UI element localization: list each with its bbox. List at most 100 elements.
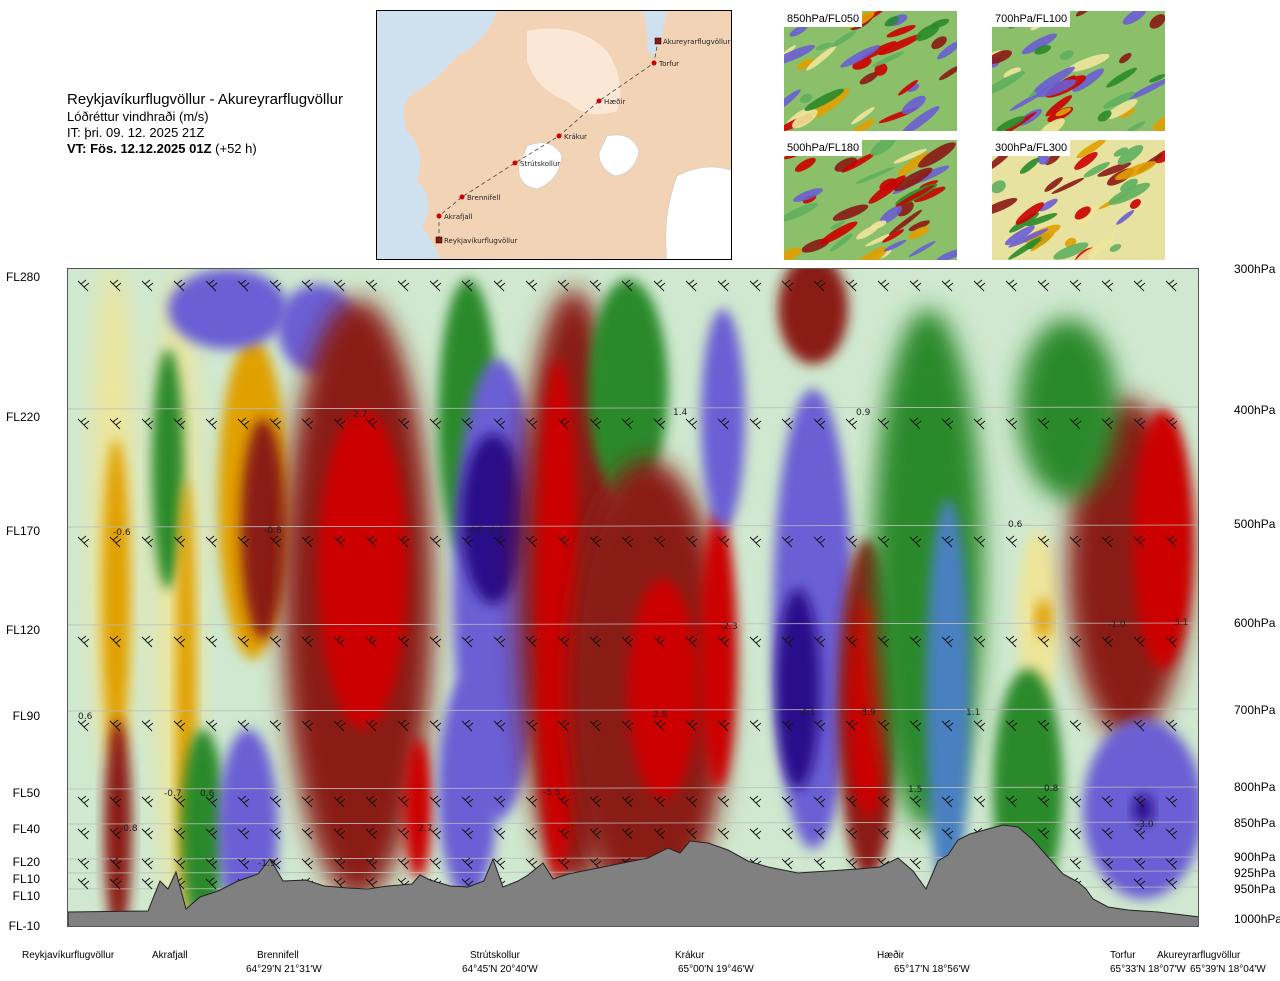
station-strutskollur-coord: 64°45'N 20°40'W bbox=[462, 964, 538, 975]
wind-barb bbox=[813, 635, 826, 648]
map-point-marker bbox=[651, 60, 657, 66]
wind-barb bbox=[493, 635, 506, 648]
thumb-field-patch bbox=[820, 221, 858, 245]
thumb-field-patch bbox=[1076, 140, 1107, 159]
wind-barb bbox=[621, 279, 634, 292]
wind-barb bbox=[77, 279, 90, 292]
thumb-field-patch bbox=[1116, 210, 1135, 225]
variable-title: Lóðréttur vindhraði (m/s) bbox=[67, 109, 209, 124]
wind-barb bbox=[877, 279, 890, 292]
wind-barb bbox=[205, 827, 218, 840]
wind-barb bbox=[77, 827, 90, 840]
map-point-marker bbox=[436, 213, 442, 219]
thumb-field-patch bbox=[799, 93, 813, 104]
map-point-label: Brennifell bbox=[467, 194, 500, 202]
wind-barb bbox=[397, 795, 410, 808]
isobar-line bbox=[68, 821, 1198, 825]
value-label: -1.0 bbox=[1108, 620, 1126, 630]
wind-barb bbox=[173, 417, 186, 430]
wind-barb bbox=[1165, 635, 1178, 648]
wind-barb bbox=[1197, 721, 1198, 722]
wind-barb bbox=[653, 795, 666, 808]
thumb-field-patch bbox=[1008, 228, 1049, 248]
wind-barb bbox=[301, 535, 314, 548]
wind-barb bbox=[301, 719, 314, 732]
map-point-label: Reykjavíkurflugvöllur bbox=[444, 237, 518, 245]
thumb-field-patch bbox=[886, 25, 916, 38]
wind-barb bbox=[109, 877, 122, 890]
wind-barb bbox=[973, 279, 986, 292]
wind-barb bbox=[109, 635, 122, 648]
wind-barb bbox=[877, 635, 890, 648]
wind-barb bbox=[557, 535, 570, 548]
wind-barb bbox=[173, 719, 186, 732]
thumb-field-patch bbox=[1059, 50, 1074, 60]
wind-barb bbox=[589, 857, 602, 870]
wind-barb bbox=[237, 857, 250, 870]
pressure-label: 925hPa bbox=[1234, 866, 1276, 880]
wind-barb bbox=[1197, 829, 1198, 830]
wind-barb bbox=[429, 827, 442, 840]
thumb-field-patch bbox=[1008, 236, 1042, 260]
wind-barb bbox=[493, 279, 506, 292]
wind-barb bbox=[781, 719, 794, 732]
wind-barb bbox=[365, 635, 378, 648]
thumbnail-700hpa-image bbox=[992, 11, 1165, 131]
thumb-field-patch bbox=[840, 45, 880, 68]
wind-barb bbox=[1037, 827, 1050, 840]
thumb-field-patch bbox=[1105, 99, 1138, 120]
cross-section-plot[interactable]: 2.7 1.4 0.9 -0.6 -0.8 -4.5 -4.4 0.6 -2.3 -1.0 3.1 0… bbox=[67, 268, 1199, 927]
wind-barb bbox=[493, 857, 506, 870]
wind-barb bbox=[909, 795, 922, 808]
wind-barb bbox=[877, 827, 890, 840]
wind-barb bbox=[621, 719, 634, 732]
map-point-marker bbox=[459, 194, 465, 200]
wind-barb bbox=[781, 827, 794, 840]
thumb-field-patch bbox=[1072, 68, 1104, 92]
thumbnail-700hpa[interactable]: 700hPa/FL100 bbox=[992, 11, 1165, 131]
wind-barb bbox=[269, 827, 282, 840]
route-map[interactable]: Akureyrarflugvöllur Torfur Hæðir Krákur Strú… bbox=[376, 10, 732, 260]
value-label: -0.6 bbox=[113, 528, 131, 538]
wind-barb bbox=[749, 535, 762, 548]
wind-barb bbox=[557, 795, 570, 808]
thumb-field-patch bbox=[930, 18, 950, 29]
wind-barb bbox=[1005, 719, 1018, 732]
wind-barb bbox=[877, 417, 890, 430]
thumbnail-500hpa-image bbox=[784, 140, 957, 260]
thumbnail-500hpa[interactable]: 500hPa/FL180 bbox=[784, 140, 957, 260]
wind-barb bbox=[173, 635, 186, 648]
thumbnail-300hpa[interactable]: 300hPa/FL300 bbox=[992, 140, 1165, 260]
map-point-label: Hæðir bbox=[604, 98, 625, 106]
wind-barb bbox=[237, 535, 250, 548]
thumbnail-500hpa-label: 500hPa/FL180 bbox=[784, 140, 863, 156]
map-point-label: Strútskollur bbox=[520, 160, 560, 168]
wind-barb bbox=[813, 719, 826, 732]
wind-barb bbox=[621, 795, 634, 808]
wind-barb bbox=[301, 795, 314, 808]
thumbnail-300hpa-image bbox=[992, 140, 1165, 260]
wind-barb bbox=[333, 857, 346, 870]
wind-barb bbox=[1165, 535, 1178, 548]
thumb-field-patch bbox=[1038, 198, 1058, 212]
wind-barb bbox=[525, 535, 538, 548]
wind-barb bbox=[1037, 279, 1050, 292]
thumb-field-patch bbox=[1055, 107, 1072, 117]
map-point-marker bbox=[654, 37, 662, 45]
wind-barb bbox=[845, 535, 858, 548]
wind-barb bbox=[813, 857, 826, 870]
value-label: 2.7 bbox=[353, 410, 367, 420]
wind-barb bbox=[333, 635, 346, 648]
fl-label: FL20 bbox=[12, 855, 40, 869]
wind-barb bbox=[365, 877, 378, 890]
wind-barb bbox=[653, 535, 666, 548]
thumb-field-patch bbox=[894, 167, 933, 192]
wind-barb bbox=[1165, 795, 1178, 808]
wind-barb bbox=[973, 719, 986, 732]
wind-barb bbox=[1197, 879, 1198, 880]
thumbnail-850hpa[interactable]: 850hPa/FL050 bbox=[784, 11, 957, 131]
map-fjord bbox=[642, 11, 667, 56]
wind-barb bbox=[813, 279, 826, 292]
wind-barb bbox=[397, 857, 410, 870]
wind-barb bbox=[77, 795, 90, 808]
